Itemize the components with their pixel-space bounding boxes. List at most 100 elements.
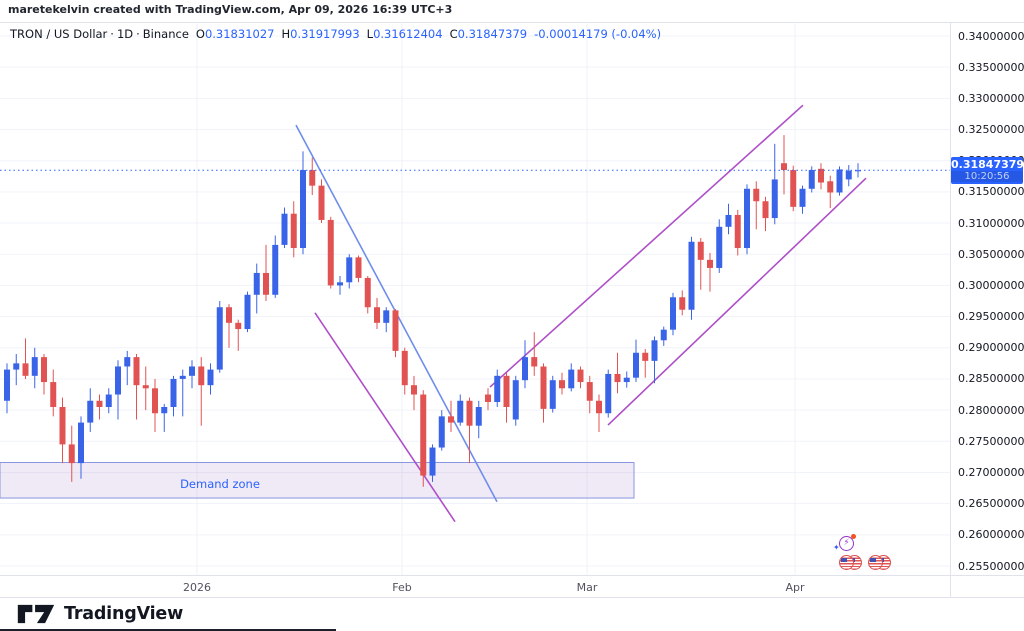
low-value: L0.31612404 — [366, 27, 443, 41]
candle-body — [855, 170, 861, 172]
ascending-channel-upper[interactable] — [489, 104, 804, 388]
candle-body — [31, 357, 38, 376]
candle-body — [734, 214, 741, 248]
candle-body — [559, 380, 565, 389]
candle-body — [633, 352, 639, 378]
current-price-value: 0.31847379 — [951, 158, 1024, 172]
notification-dot-icon — [851, 534, 856, 539]
price-axis-label: 0.33000000 — [958, 91, 1024, 105]
candle-body — [22, 363, 29, 376]
candle-body — [133, 357, 140, 386]
candle-body — [364, 277, 371, 308]
price-axis-label: 0.31000000 — [958, 216, 1024, 230]
legend-separator: · — [110, 27, 114, 41]
candle-body — [226, 307, 232, 323]
price-axis-label: 0.30500000 — [958, 247, 1024, 261]
demand-zone-label[interactable]: Demand zone — [180, 477, 260, 491]
candle-body — [170, 378, 177, 407]
candle-body — [762, 201, 769, 219]
price-axis-border — [950, 22, 951, 597]
candle-body — [411, 385, 417, 395]
candle-body — [50, 382, 57, 407]
candle-body — [512, 380, 519, 420]
candle-body — [281, 213, 288, 245]
candle-body — [152, 388, 158, 414]
candle-body — [725, 214, 732, 227]
candle-body — [216, 307, 223, 370]
symbol-title[interactable]: TRON / US Dollar — [10, 27, 108, 41]
price-axis-label: 0.27500000 — [958, 434, 1024, 448]
us-flag-event-marker[interactable] — [839, 555, 863, 571]
price-axis-label: 0.29000000 — [958, 341, 1024, 355]
candle-body — [808, 170, 815, 189]
time-axis-label: Feb — [392, 581, 412, 594]
sparkle-icon: ✦ — [833, 543, 840, 552]
candle-body — [771, 179, 778, 219]
candle-body — [836, 169, 843, 193]
lightning-icon: ⚡ — [843, 538, 850, 548]
exchange-label[interactable]: Binance — [142, 27, 189, 41]
pane-top-border — [0, 22, 1024, 23]
us-flag-icon — [868, 555, 883, 570]
candle-body — [707, 259, 713, 268]
us-flag-event-marker[interactable] — [868, 555, 892, 571]
candle-body — [596, 400, 602, 414]
candle-body — [614, 373, 621, 383]
open-value: O0.31831027 — [195, 27, 275, 41]
candle-body — [485, 394, 491, 403]
candle-body — [207, 369, 214, 386]
candle-body — [115, 366, 121, 395]
candle-body — [568, 369, 575, 389]
candle-body — [300, 170, 306, 248]
candle-body — [688, 241, 695, 310]
price-axis-label: 0.34000000 — [958, 29, 1024, 43]
candle-body — [429, 447, 436, 476]
demand-zone[interactable] — [0, 461, 635, 499]
candle-body — [198, 366, 205, 386]
time-axis-label: Apr — [785, 581, 805, 594]
price-axis-label: 0.26500000 — [958, 497, 1024, 511]
candle-body — [383, 310, 390, 323]
tradingview-logo[interactable]: TradingView — [16, 601, 183, 627]
tradingview-logo-icon — [17, 604, 55, 624]
candle-body — [96, 400, 103, 407]
candle-body — [448, 416, 454, 423]
price-axis-label: 0.25500000 — [958, 559, 1024, 573]
price-axis-label: 0.26000000 — [958, 528, 1024, 542]
bar-countdown: 10:20:56 — [951, 171, 1023, 183]
price-axis-label: 0.27000000 — [958, 465, 1024, 479]
candle-body — [179, 375, 186, 379]
candle-body — [142, 385, 149, 389]
candle-body — [827, 181, 834, 193]
tradingview-logo-text: TradingView — [64, 604, 184, 624]
candle-body — [374, 307, 380, 323]
interval-label[interactable]: 1D — [116, 27, 134, 41]
candle-body — [105, 394, 112, 407]
candle-body — [13, 363, 20, 370]
candle-body — [781, 163, 787, 171]
price-axis-label: 0.28000000 — [958, 403, 1024, 417]
ascending-channel-lower[interactable] — [607, 177, 867, 426]
candle-body — [651, 340, 658, 361]
candle-body — [586, 382, 593, 401]
candle-body — [189, 366, 195, 376]
event-zap-icon[interactable]: ⚡ ✦ — [833, 534, 856, 552]
candle-body — [124, 357, 131, 367]
candle-body — [642, 352, 649, 361]
candle-body — [78, 422, 84, 464]
candle-body — [744, 188, 750, 248]
candle-body — [660, 329, 667, 341]
symbol-legend[interactable]: TRON / US Dollar · 1D · Binance O0.31831027 H0… — [10, 27, 661, 41]
price-axis-label: 0.29500000 — [958, 310, 1024, 324]
time-axis-label: 2026 — [183, 581, 211, 594]
price-axis-label: 0.30000000 — [958, 278, 1024, 292]
candle-body — [41, 357, 47, 383]
candle-body — [290, 213, 297, 248]
candle-body — [679, 297, 686, 310]
descending-support-purple[interactable] — [314, 312, 456, 523]
price-axis-label: 0.33500000 — [958, 60, 1024, 74]
candle-body — [318, 185, 325, 220]
bottom-edge-line — [0, 629, 336, 631]
